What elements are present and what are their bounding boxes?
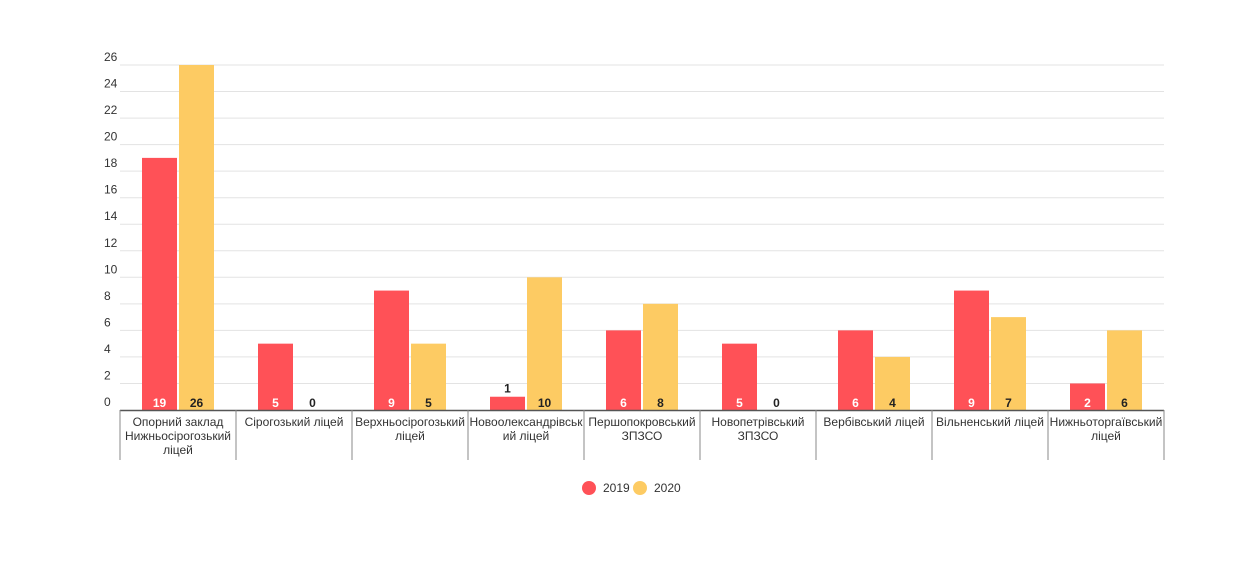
bar-2020-0 [179, 65, 214, 410]
data-label-2019-5: 5 [736, 396, 743, 410]
x-tick-label-line: Новопетрівський [711, 415, 804, 429]
y-tick-label: 20 [104, 130, 118, 144]
data-label-2020-2: 5 [425, 396, 432, 410]
data-label-2019-2: 9 [388, 396, 395, 410]
y-tick-label: 26 [104, 50, 118, 64]
x-tick-label-line: Сірогозький ліцей [245, 415, 344, 429]
x-tick-label-line: Нижньосірогозький [125, 429, 231, 443]
data-label-2020-1: 0 [309, 396, 316, 410]
x-tick-label-line: Першопокровський [588, 415, 695, 429]
bar-2020-7 [991, 317, 1026, 410]
data-label-2019-4: 6 [620, 396, 627, 410]
x-tick-label: Опорний заклад Нижньосірогозький ліцей [125, 415, 231, 457]
data-label-2020-4: 8 [657, 396, 664, 410]
x-tick-label-line: Верхньосірогозький [355, 415, 465, 429]
bar-2019-5 [722, 343, 757, 410]
x-tick-label-line: ЗПЗСО [622, 429, 663, 443]
y-tick-label: 22 [104, 103, 118, 117]
bar-2020-6 [875, 356, 910, 410]
x-tick-label-line: Вербівський ліцей [823, 415, 924, 429]
y-tick-label: 12 [104, 236, 118, 250]
x-tick-label: Першопокровський ЗПЗСО [588, 415, 695, 443]
x-tick-label: Верхньосірогозький ліцей [355, 415, 465, 443]
data-label-2019-0: 19 [153, 396, 167, 410]
data-label-2020-8: 6 [1121, 396, 1128, 410]
x-tick-label-line: ліцей [1091, 429, 1121, 443]
data-label-2020-5: 0 [773, 396, 780, 410]
y-tick-label: 2 [104, 368, 111, 382]
x-tick-label-line: ліцей [395, 429, 425, 443]
x-tick-label-line: Новоолександрівськ [469, 415, 583, 429]
bar-2020-4 [643, 303, 678, 410]
bar-2020-8 [1107, 330, 1142, 410]
y-tick-label: 0 [104, 395, 111, 409]
bar-2020-3 [527, 277, 562, 410]
y-tick-label: 6 [104, 315, 111, 329]
bar-2019-8 [1070, 383, 1105, 410]
legend-marker-2019 [582, 481, 596, 495]
x-tick-label: Вільненський ліцей [936, 415, 1044, 429]
y-tick-label: 16 [104, 183, 118, 197]
y-tick-label: 8 [104, 289, 111, 303]
data-label-2019-8: 2 [1084, 396, 1091, 410]
bar-2019-1 [258, 343, 293, 410]
y-tick-label: 14 [104, 209, 118, 223]
x-tick-label-line: ліцей [163, 443, 193, 457]
y-tick-label: 4 [104, 342, 111, 356]
data-label-2019-7: 9 [968, 396, 975, 410]
legend-label-2019: 2019 [603, 481, 630, 495]
bar-2019-0 [142, 157, 177, 410]
y-tick-label: 18 [104, 156, 118, 170]
legend-marker-2020 [633, 481, 647, 495]
x-tick-label: Новопетрівський ЗПЗСО [711, 415, 804, 443]
bar-2019-7 [954, 290, 989, 410]
x-tick-label-line: Опорний заклад [133, 415, 224, 429]
data-label-2019-1: 5 [272, 396, 279, 410]
y-tick-label: 24 [104, 77, 118, 91]
x-tick-label-line: Вільненський ліцей [936, 415, 1044, 429]
x-tick-label-line: ий ліцей [503, 429, 550, 443]
x-tick-label-line: ЗПЗСО [738, 429, 779, 443]
x-tick-label: Новоолександрівськ ий ліцей [469, 415, 583, 443]
x-tick-label-line: Нижньоторгаївський [1050, 415, 1163, 429]
data-label-2019-3: 1 [504, 382, 511, 396]
x-tick-label: Сірогозький ліцей [245, 415, 344, 429]
data-label-2020-3: 10 [538, 396, 552, 410]
bar-2020-2 [411, 343, 446, 410]
data-label-2020-7: 7 [1005, 396, 1012, 410]
bars [142, 65, 1142, 410]
y-tick-label: 10 [104, 262, 118, 276]
legend-label-2020: 2020 [654, 481, 681, 495]
bar-2019-2 [374, 290, 409, 410]
x-tick-label: Вербівський ліцей [823, 415, 924, 429]
bar-2019-6 [838, 330, 873, 410]
data-label-2019-6: 6 [852, 396, 859, 410]
bar-2019-3 [490, 396, 525, 410]
gridlines [120, 64, 1164, 384]
legend: 2019 2020 [582, 481, 681, 495]
bar-2019-4 [606, 330, 641, 410]
data-label-2020-0: 26 [190, 396, 204, 410]
x-axis: Опорний заклад Нижньосірогозький ліцейСіро… [119, 409, 1165, 460]
data-label-2020-6: 4 [889, 396, 896, 410]
x-tick-label: Нижньоторгаївський ліцей [1050, 415, 1163, 443]
